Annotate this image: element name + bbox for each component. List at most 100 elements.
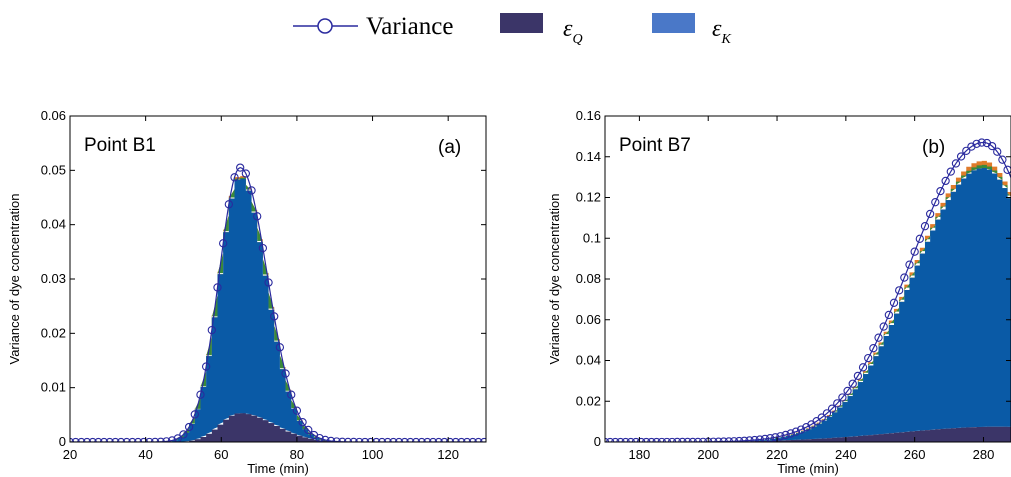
chart-0-variance-marker [326,436,336,442]
chart-0-x-axis-label: Time (min) [247,461,309,476]
chart-1-variance-marker [745,436,754,442]
chart-1-variance-marker [900,273,909,282]
legend-eq: εQ [500,13,583,47]
chart-0-x-tick-label: 20 [63,447,77,462]
chart-1-y-tick-label: 0.06 [576,312,601,327]
chart-1-variance-marker [925,209,935,219]
chart-0-variance-marker [253,212,262,221]
chart-1-variance-marker [833,399,842,408]
chart-1-x-tick-label: 220 [766,447,788,462]
chart-1-x-axis-label: Time (min) [777,461,839,476]
chart-0-y-tick-label: 0.01 [41,380,66,395]
chart-1-y-tick-label: 0.14 [576,149,601,164]
chart-1-variance-marker [962,146,971,156]
chart-1-panel-label: Point B7 [619,135,691,156]
chart-0-variance-marker [287,390,296,399]
legend-variance: Variance [293,13,453,40]
chart-0-eps-q-area [70,413,486,442]
chart-1-variance-marker [920,222,930,231]
legend-ek-swatch [652,13,695,33]
chart-0-y-tick-label: 0.06 [41,108,66,123]
legend-variance-label: Variance [366,13,453,40]
chart-0-variance-marker [304,425,313,435]
chart-1-x-tick-label: 280 [973,447,995,462]
chart-0-variance-marker [292,406,302,415]
chart-0-panel-tag: (a) [438,137,461,158]
chart-1-y-tick-label: 0.08 [576,271,601,286]
chart-1-variance-marker [858,363,868,372]
chart-1-y-tick-label: 0.04 [576,353,601,368]
chart-0-variance-marker [224,200,233,209]
chart-1-y-tick-label: 0 [594,434,601,449]
chart-1-variance-marker [993,147,1002,156]
chart-0-variance-marker [213,283,222,292]
chart-1-eps-q-area [605,426,1011,442]
chart-1-variance-marker [915,234,924,243]
chart-1-variance-marker [956,152,966,161]
chart-0-variance-marker [281,369,290,378]
chart-0-y-axis-label: Variance of dye concentration [7,193,22,364]
chart-b-svg: 180 200 220 240 260 280 0 0.02 0.04 0.06 0.08 0.1 0.… [547,108,1011,476]
chart-1-variance-marker [879,322,888,331]
chart-0-variance-marker [230,173,239,182]
chart-0-variance-marker [190,410,199,419]
chart-1-variance-marker [977,138,986,147]
chart-0-eps-k-area [70,178,486,442]
chart-0-x-tick-label: 60 [214,447,228,462]
chart-0-variance-marker [207,325,216,335]
chart-1-variance-marker [910,247,919,256]
chart-1-y-tick-label: 0.1 [583,230,601,245]
chart-1-variance-marker [874,333,883,342]
chart-1-variance-marker [998,155,1007,164]
chart-0-variance-marker [321,435,330,442]
chart-1-variance-marker [786,429,795,438]
chart-1-variance-marker [864,353,873,363]
chart-panel-b: 180 200 220 240 260 280 0 0.02 0.04 0.06 0.08 0.1 0.… [540,100,1011,477]
chart-panel-a: 20 40 60 80 100 120 0 0.01 0.02 0.03 0.04 0.05 0.06 T… [0,100,500,477]
chart-1-variance-marker [740,436,749,442]
chart-0-x-tick-label: 120 [437,447,459,462]
chart-1-variance-marker [946,167,955,176]
chart-a-svg: 20 40 60 80 100 120 0 0.01 0.02 0.03 0.04 0.05 0.06 T… [7,108,487,476]
chart-0-panel-label: Point B1 [84,135,156,156]
chart-1-variance-marker [724,437,734,442]
chart-1-x-tick-label: 260 [904,447,926,462]
chart-0-y-tick-label: 0.03 [41,271,66,286]
chart-1-variance-marker [796,425,806,434]
chart-1-variance-marker [827,404,837,413]
chart-0-variance-marker [179,430,188,439]
chart-1-variance-marker [755,435,764,442]
chart-1-x-tick-label: 240 [835,447,857,462]
chart-0-y-tick-label: 0.04 [41,217,66,232]
chart-1-variance-marker [889,298,899,307]
chart-1-variance-marker [951,159,961,168]
legend-eq-swatch [500,13,543,33]
chart-1-variance-marker [931,198,940,207]
chart-1-variance-marker [869,344,878,353]
chart-legend: Variance εQ εK [293,13,731,47]
chart-0-variance-marker [162,437,171,442]
chart-0-variance-marker [184,422,194,432]
chart-0-variance-marker [236,163,245,172]
chart-1-variance-marker [822,409,832,418]
chart-0-x-tick-label: 40 [138,447,152,462]
chart-0-variance-marker [270,312,279,321]
chart-0-y-tick-label: 0.05 [41,162,66,177]
chart-1-variance-marker [848,379,857,388]
chart-1-eps-k-area [605,167,1011,442]
chart-0-variance-marker [167,436,177,442]
chart-1-y-axis-label: Variance of dye concentration [547,193,562,364]
chart-0-x-tick-label: 100 [362,447,384,462]
chart-1-variance-marker [972,139,981,148]
chart-1-variance-marker [729,437,739,442]
chart-1-y-tick-label: 0.16 [576,108,601,123]
chart-0-y-tick-label: 0 [59,434,66,449]
chart-0-variance-marker [298,417,307,427]
chart-0-variance-marker [264,278,273,287]
legend-eq-label: εQ [563,16,583,47]
legend-ek-label: εK [712,16,731,47]
chart-1-variance-marker [1003,165,1011,174]
chart-0-variance-marker [201,362,211,371]
chart-0-variance-marker [258,243,268,253]
legend-ek: εK [652,13,731,47]
